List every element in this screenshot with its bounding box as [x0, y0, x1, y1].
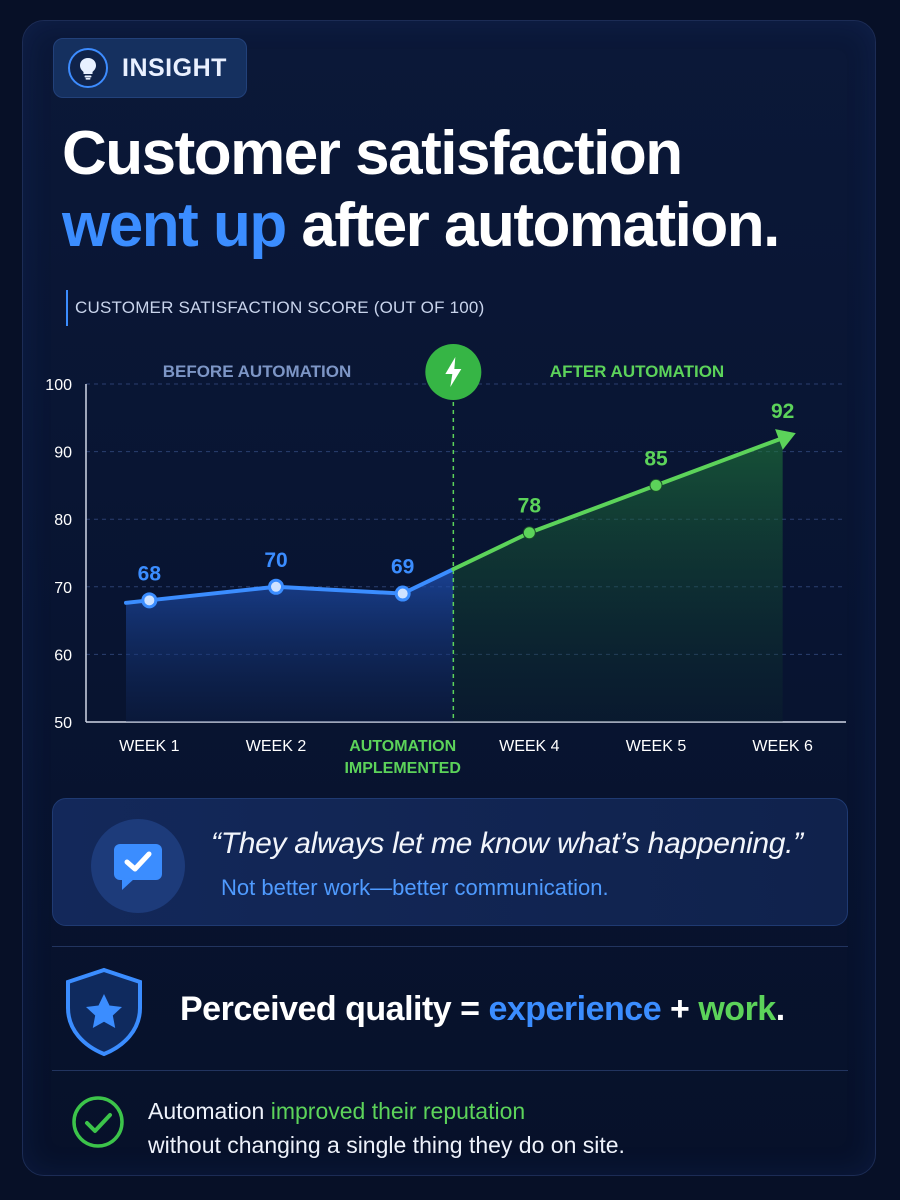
quote-subtext: Not better work—better communication. — [221, 875, 609, 900]
y-tick-label: 80 — [54, 512, 72, 529]
after-area-fill — [453, 438, 783, 722]
equation-plus: + — [661, 990, 699, 1028]
equation-work: work — [698, 990, 776, 1028]
equation-suffix: . — [775, 990, 785, 1028]
lightbulb-icon — [68, 48, 108, 88]
footer-line-1: Automation improved their reputation — [148, 1094, 625, 1128]
headline: Customer satisfaction went up after auto… — [62, 118, 862, 262]
data-label: 68 — [138, 562, 162, 585]
data-label: 92 — [771, 400, 794, 423]
equation-experience: experience — [488, 990, 662, 1028]
check-circle-icon — [70, 1094, 126, 1155]
y-tick-label: 70 — [54, 580, 72, 597]
series-arrowhead — [775, 429, 796, 450]
data-point — [268, 578, 284, 595]
data-label: 70 — [264, 549, 287, 572]
footer-pre: Automation — [148, 1098, 271, 1124]
data-point — [649, 478, 663, 492]
x-tick-label: WEEK 1 — [119, 738, 180, 755]
data-point — [141, 592, 158, 609]
insight-badge-label: INSIGHT — [122, 53, 227, 82]
x-tick-label: WEEK 6 — [752, 738, 813, 755]
headline-line-1: Customer satisfaction — [62, 119, 683, 188]
x-tick-label: WEEK 2 — [246, 738, 307, 755]
data-label: 69 — [391, 556, 414, 579]
insight-badge: INSIGHT — [53, 38, 247, 98]
chart-caption: CUSTOMER SATISFACTION SCORE (OUT OF 100) — [66, 290, 484, 326]
data-label: 78 — [518, 495, 542, 518]
after-series-line — [451, 436, 785, 572]
x-tick-label: AUTOMATION — [349, 738, 456, 755]
y-tick-label: 100 — [45, 377, 72, 394]
before-area-fill — [126, 569, 454, 722]
divider — [52, 1070, 848, 1071]
lightning-icon — [425, 344, 482, 400]
equation-prefix: Perceived quality = — [180, 990, 489, 1028]
perceived-quality-equation: Perceived quality = experience + work. — [180, 990, 785, 1029]
y-tick-label: 90 — [54, 445, 72, 462]
testimonial-card: “They always let me know what’s happenin… — [52, 798, 848, 926]
headline-line-2: went up after automation. — [62, 190, 862, 262]
data-point — [394, 585, 411, 602]
x-tick-label: IMPLEMENTED — [344, 760, 460, 777]
quote-text: “They always let me know what’s happenin… — [211, 827, 803, 860]
headline-accent: went up — [62, 191, 287, 260]
headline-rest: after automation. — [285, 191, 780, 260]
lightning-bolt — [445, 357, 462, 387]
footer-line-2: without changing a single thing they do … — [148, 1132, 625, 1158]
data-label: 85 — [644, 447, 668, 470]
y-tick-label: 50 — [54, 715, 72, 732]
footer-highlight: improved their reputation — [270, 1098, 526, 1124]
data-point — [522, 526, 536, 540]
x-tick-label: WEEK 4 — [499, 738, 560, 755]
region-label-before: BEFORE AUTOMATION — [163, 362, 352, 381]
divider — [52, 946, 848, 947]
footer-text: Automation improved their reputation wit… — [148, 1094, 625, 1162]
x-tick-label: WEEK 5 — [626, 738, 687, 755]
region-label-after: AFTER AUTOMATION — [550, 362, 724, 381]
shield-star-icon — [62, 966, 146, 1063]
y-tick-label: 60 — [54, 647, 72, 664]
chat-check-icon — [91, 819, 185, 913]
